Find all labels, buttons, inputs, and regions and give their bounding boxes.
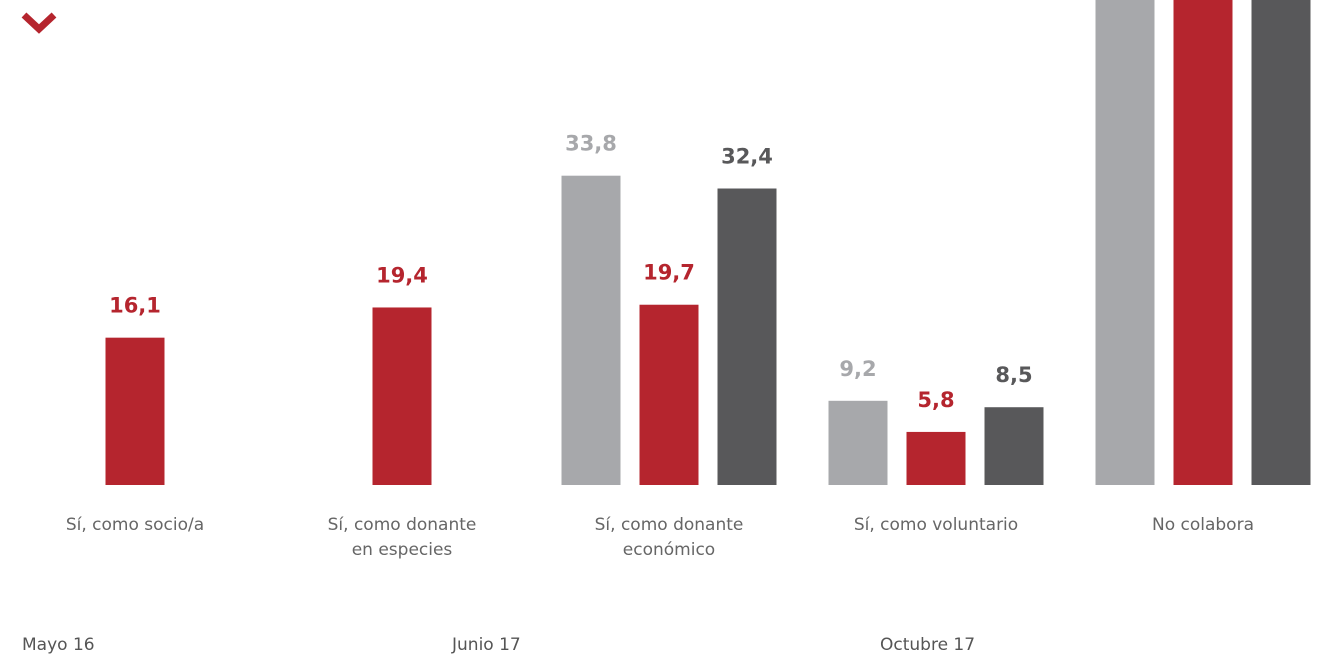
x-tick-label: No colabora (1152, 515, 1254, 535)
bar (105, 337, 165, 485)
bar (1251, 0, 1311, 485)
value-label: 19,7 (643, 261, 695, 285)
bar (1173, 0, 1233, 485)
x-tick-label-line: en especies (352, 540, 453, 560)
x-tick-label: Sí, como voluntario (854, 515, 1018, 535)
bar (372, 307, 432, 485)
collapse-chevron[interactable] (21, 12, 57, 34)
bar (717, 188, 777, 485)
value-label: 5,8 (917, 388, 954, 412)
bar (561, 175, 621, 485)
legend-label: Mayo 16 (22, 635, 95, 655)
x-tick-label-line: Sí, como voluntario (854, 515, 1018, 535)
legend-label: Junio 17 (451, 635, 521, 655)
legend-label: Octubre 17 (880, 635, 975, 655)
bar (828, 400, 888, 485)
value-label: 32,4 (721, 145, 773, 169)
x-tick-label-line: Sí, como donante (328, 515, 477, 535)
x-tick-label: Sí, como donante en especies (328, 515, 477, 560)
x-tick-label-line: Sí, como socio/a (66, 515, 204, 535)
bar (1095, 0, 1155, 485)
value-label: 33,8 (565, 132, 617, 156)
value-label: 19,4 (376, 263, 428, 287)
bar (639, 304, 699, 485)
bar (984, 407, 1044, 485)
x-tick-label-line: económico (623, 540, 715, 560)
x-tick-label-line: Sí, como donante (595, 515, 744, 535)
x-tick-label: Sí, como donante económico (595, 515, 744, 560)
value-label: 8,5 (995, 363, 1032, 387)
value-label: 9,2 (839, 357, 876, 381)
bar (906, 431, 966, 485)
value-label: 16,1 (109, 294, 161, 318)
x-tick-label-line: No colabora (1152, 515, 1254, 535)
x-tick-label: Sí, como socio/a (66, 515, 204, 535)
